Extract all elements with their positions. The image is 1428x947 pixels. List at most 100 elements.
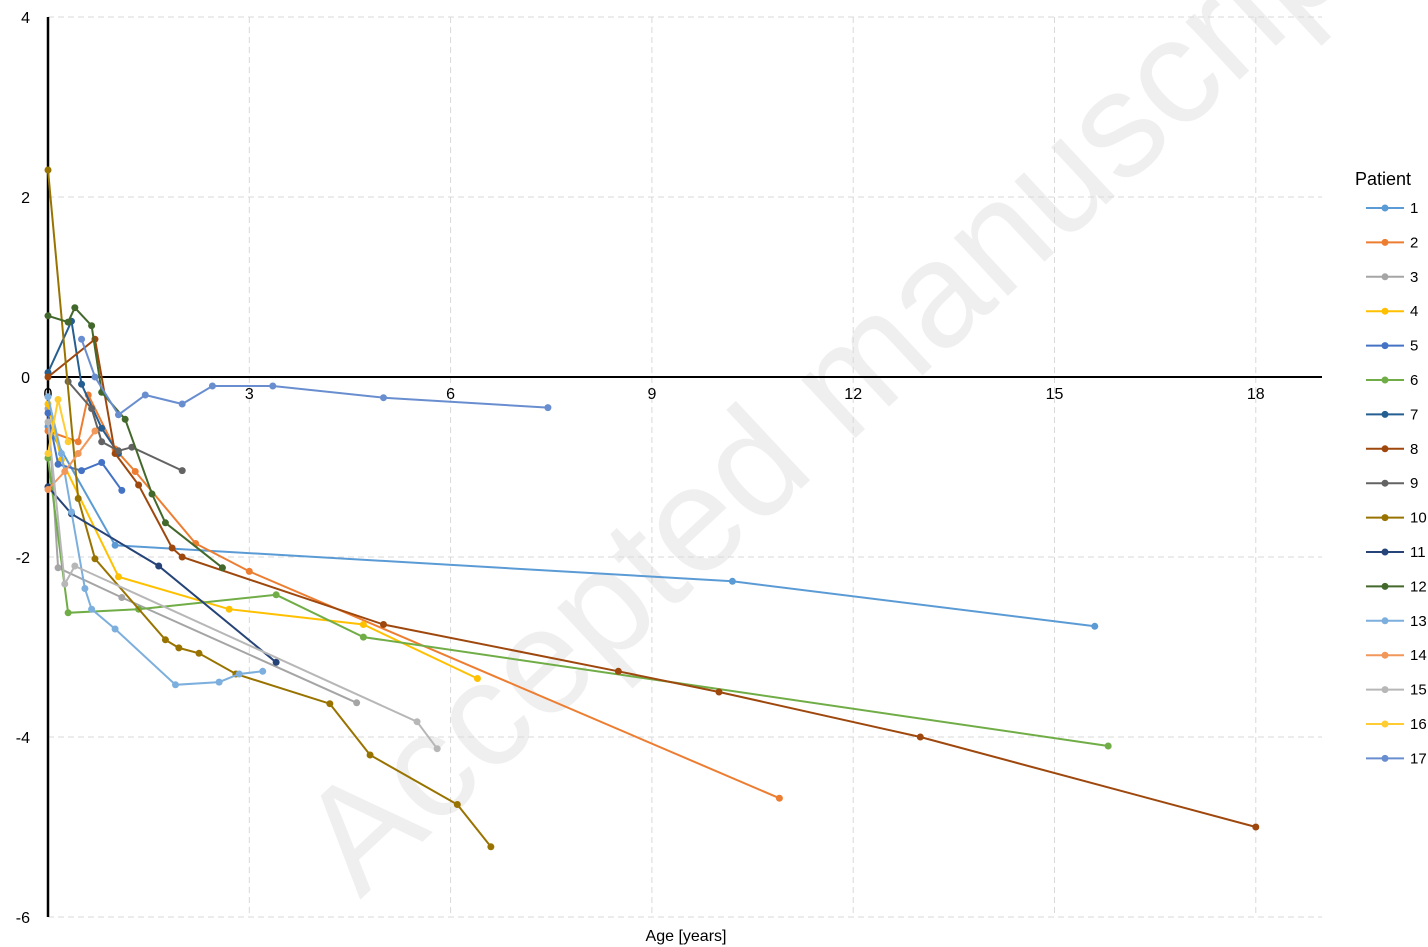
legend-item: 1 bbox=[1366, 200, 1418, 217]
series-11 bbox=[44, 483, 280, 666]
data-point bbox=[81, 585, 89, 592]
y-tick-label: -6 bbox=[16, 910, 30, 927]
data-point bbox=[54, 460, 62, 468]
series-9 bbox=[64, 378, 186, 475]
data-point bbox=[88, 405, 96, 412]
series-14 bbox=[44, 427, 99, 493]
y-tick-label: -2 bbox=[16, 550, 30, 567]
x-tick-label: 15 bbox=[1046, 386, 1064, 403]
legend-item: 11 bbox=[1366, 544, 1426, 561]
data-point bbox=[67, 508, 75, 516]
data-point bbox=[57, 450, 65, 457]
data-point bbox=[366, 751, 374, 759]
legend-label: 6 bbox=[1410, 372, 1418, 389]
data-point bbox=[218, 564, 226, 572]
data-point bbox=[64, 438, 72, 446]
watermark-layer: Accepted manuscript bbox=[267, 0, 1406, 923]
series-13 bbox=[44, 393, 267, 689]
legend-item: 2 bbox=[1366, 234, 1418, 251]
data-point bbox=[1104, 742, 1112, 750]
y-tick-label: -4 bbox=[16, 730, 30, 747]
data-point bbox=[98, 424, 106, 432]
series-15 bbox=[44, 418, 441, 753]
legend-item: 6 bbox=[1366, 372, 1418, 389]
legend-swatch-marker bbox=[1381, 514, 1389, 522]
data-point bbox=[178, 553, 186, 561]
legend-swatch-marker bbox=[1381, 376, 1389, 384]
data-point bbox=[54, 396, 62, 403]
series-5 bbox=[44, 409, 126, 494]
series-line bbox=[47, 426, 1095, 628]
legend-item: 13 bbox=[1366, 613, 1427, 630]
data-point bbox=[64, 609, 72, 617]
legend-swatch-marker bbox=[1381, 273, 1389, 281]
data-point bbox=[135, 481, 143, 489]
data-point bbox=[44, 312, 52, 320]
data-point bbox=[380, 621, 387, 628]
data-point bbox=[54, 564, 62, 572]
data-point bbox=[1252, 823, 1260, 831]
data-point bbox=[215, 678, 223, 686]
legend-swatch-marker bbox=[1381, 479, 1389, 487]
series-17 bbox=[78, 335, 552, 419]
legend-item: 3 bbox=[1366, 269, 1418, 286]
data-point bbox=[171, 681, 179, 689]
data-point bbox=[111, 541, 119, 549]
series-line bbox=[47, 430, 96, 491]
legend-item: 8 bbox=[1366, 441, 1418, 458]
data-point bbox=[178, 400, 186, 408]
data-point bbox=[44, 409, 52, 417]
data-point bbox=[44, 393, 52, 401]
data-point bbox=[98, 459, 106, 466]
data-point bbox=[148, 490, 156, 498]
legend-swatch-marker bbox=[1381, 548, 1389, 556]
series-line bbox=[67, 380, 183, 472]
data-point bbox=[155, 562, 163, 570]
data-point bbox=[64, 318, 72, 326]
legend-label: 10 bbox=[1410, 510, 1427, 527]
data-point bbox=[272, 658, 280, 666]
legend-label: 2 bbox=[1410, 234, 1418, 251]
data-point bbox=[71, 562, 79, 570]
series-10 bbox=[44, 166, 495, 851]
legend-label: 7 bbox=[1410, 406, 1418, 423]
data-point bbox=[114, 573, 122, 581]
data-point bbox=[44, 373, 52, 381]
data-point bbox=[413, 718, 421, 726]
x-tick-label: 12 bbox=[844, 386, 862, 403]
legend-swatch-marker bbox=[1381, 617, 1389, 625]
data-point bbox=[614, 667, 622, 675]
data-point bbox=[208, 382, 216, 390]
data-point bbox=[121, 415, 129, 423]
data-point bbox=[114, 411, 122, 419]
data-point bbox=[1091, 622, 1099, 630]
legend-item: 12 bbox=[1366, 578, 1427, 595]
data-point bbox=[715, 688, 723, 696]
series-3 bbox=[44, 405, 361, 707]
legend-label: 11 bbox=[1410, 544, 1426, 561]
data-point bbox=[168, 544, 176, 552]
legend-item: 14 bbox=[1366, 647, 1427, 664]
data-point bbox=[245, 567, 253, 575]
data-point bbox=[353, 699, 361, 707]
y-tick-label: 4 bbox=[21, 10, 30, 27]
legend-label: 8 bbox=[1410, 441, 1418, 458]
legend-label: 4 bbox=[1410, 303, 1418, 320]
data-point bbox=[114, 447, 122, 455]
legend-label: 14 bbox=[1410, 647, 1427, 664]
legend-item: 15 bbox=[1366, 682, 1427, 699]
data-point bbox=[71, 304, 79, 312]
legend-label: 12 bbox=[1410, 578, 1427, 595]
data-point bbox=[78, 467, 86, 475]
series-line bbox=[47, 403, 478, 680]
data-point bbox=[88, 322, 96, 330]
legend-swatch-marker bbox=[1381, 720, 1389, 728]
legend-swatch-marker bbox=[1381, 754, 1389, 762]
x-tick-label: 6 bbox=[446, 386, 455, 403]
data-point bbox=[916, 733, 924, 741]
series-line bbox=[47, 408, 358, 704]
data-point bbox=[44, 486, 52, 493]
data-point bbox=[74, 495, 82, 502]
